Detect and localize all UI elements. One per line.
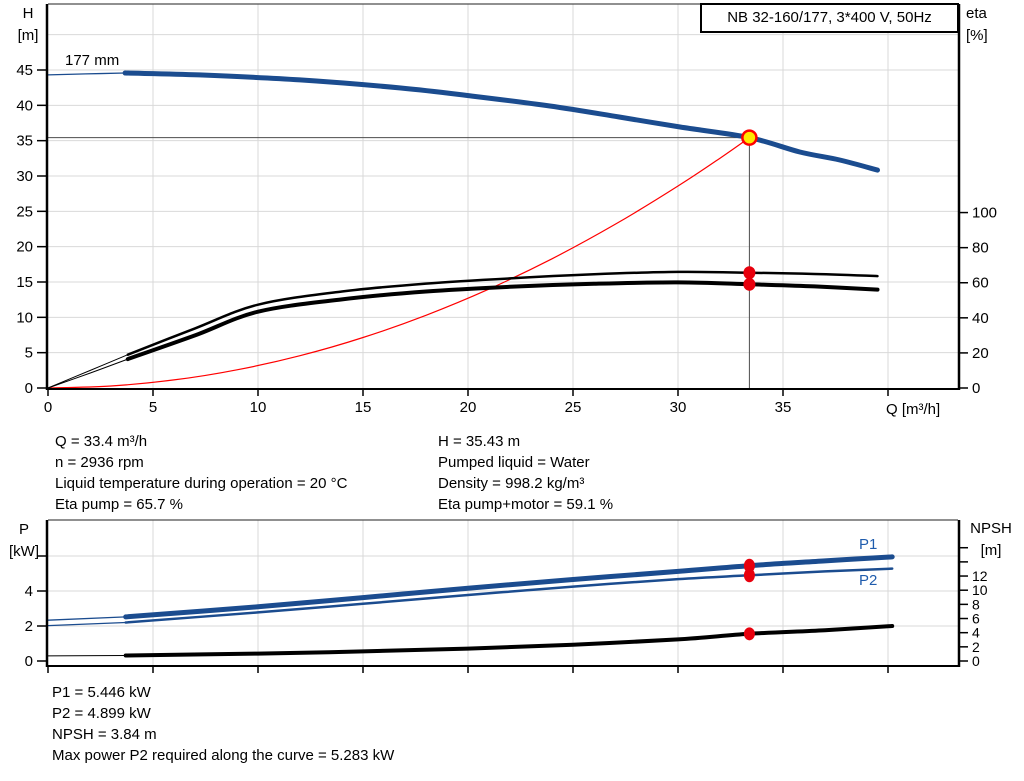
p-axis-label-symbol: P [18,521,29,538]
y-tick-label-right: 2 [972,639,980,655]
curve-head [122,70,880,173]
eta-marker [743,277,756,291]
y-tick-label-right: 0 [972,653,980,669]
npsh-axis-label-unit: [m] [980,542,1002,559]
info-eta-pump-motor: Eta pump+motor = 59.1 % [438,496,614,513]
y-tick-label-right: 6 [972,611,980,627]
curve-eta-pump [126,270,879,356]
x-tick-label: 0 [44,399,52,416]
y-tick-label-left: 0 [25,380,33,397]
info-max-power: Max power P2 required along the curve = … [52,747,395,764]
curve-npsh [123,624,895,658]
y-tick-label-left: 4 [25,583,33,600]
curve-eta-pump-motor [125,280,880,362]
info-eta-pump: Eta pump = 65.7 % [55,496,183,513]
curve-eta-pump-lead [47,354,129,389]
curve-affinity-parabola [47,137,750,389]
p-axis-label-unit: [kW] [9,543,39,560]
y-tick-label-left: 2 [25,618,33,635]
y-tick-label-left: 40 [16,97,33,114]
y-tick-label-right: 10 [972,582,988,598]
info-block-right: H = 35.43 m Pumped liquid = Water Densit… [438,431,613,515]
p-axis-label: P [kW] [2,519,46,563]
y-tick-label-right: 8 [972,596,980,612]
impeller-diameter-label: 177 mm [65,52,120,69]
x-tick-label: 15 [355,399,372,416]
y-tick-label-left: 25 [16,203,33,220]
curve-eta-pump-motor-lead [47,358,129,389]
x-tick-label: 10 [250,399,267,416]
p2-series-label: P2 [859,572,878,589]
h-axis-label-symbol: H [22,5,34,22]
y-tick-label-right: 80 [972,240,989,257]
y-tick-label-left: 45 [16,62,33,79]
info-q: Q = 33.4 m³/h [55,433,148,450]
y-tick-label-right: 12 [972,568,988,584]
curve-p2-lead [47,621,127,627]
y-tick-label-right: 40 [972,310,989,327]
x-tick-label: 20 [460,399,477,416]
x-tick-label: 35 [775,399,792,416]
h-axis-label-unit: [m] [17,27,39,44]
info-liquid-temperature: Liquid temperature during operation = 20… [55,475,348,492]
y-tick-label-left: 35 [16,133,33,150]
y-tick-label-left: 10 [16,309,33,326]
x-tick-label: 30 [670,399,687,416]
eta-axis-label-unit: [%] [966,27,988,44]
npsh-marker [743,627,755,641]
info-head: H = 35.43 m [438,433,521,450]
curve-p1-lead [47,616,127,621]
q-axis-label: Q [m³/h] [886,401,941,418]
y-tick-label-left: 5 [25,345,33,362]
npsh-axis-label: NPSH [m] [962,518,1020,562]
y-tick-label-right: 20 [972,345,989,362]
y-tick-label-left: 15 [16,274,33,291]
eta-axis-label-symbol: eta [966,5,987,22]
eta-marker [743,266,756,280]
x-tick-label: 25 [565,399,582,416]
eta-axis-label: eta [%] [966,3,1010,47]
info-block-left: Q = 33.4 m³/h n = 2936 rpm Liquid temper… [55,431,347,515]
h-axis-label: H [m] [8,3,48,47]
y-tick-label-right: 0 [972,380,980,397]
info-p1: P1 = 5.446 kW [52,684,151,701]
npsh-axis-label-symbol: NPSH [970,520,1012,537]
curve-p2 [124,567,894,624]
p1-series-label: P1 [859,536,878,553]
power-marker [743,568,755,583]
curve-p1 [123,554,895,620]
y-tick-label-left: 20 [16,239,33,256]
info-npsh: NPSH = 3.84 m [52,726,157,743]
y-tick-label-right: 100 [972,205,997,222]
info-pumped-liquid: Pumped liquid = Water [438,454,590,471]
y-tick-label-left: 0 [25,653,33,670]
info-speed: n = 2936 rpm [55,454,144,471]
y-tick-label-right: 4 [972,625,980,641]
info-block-bottom: P1 = 5.446 kW P2 = 4.899 kW NPSH = 3.84 … [52,682,394,766]
duty-point-marker[interactable] [741,129,758,146]
y-tick-label-right: 60 [972,275,989,292]
pump-title-box: NB 32-160/177, 3*400 V, 50Hz [700,3,959,33]
curve-head-lead [47,72,126,76]
x-tick-label: 5 [149,399,157,416]
power-marker [743,558,755,573]
info-p2: P2 = 4.899 kW [52,705,151,722]
info-density: Density = 998.2 kg/m³ [438,475,585,492]
y-tick-label-left: 30 [16,168,33,185]
